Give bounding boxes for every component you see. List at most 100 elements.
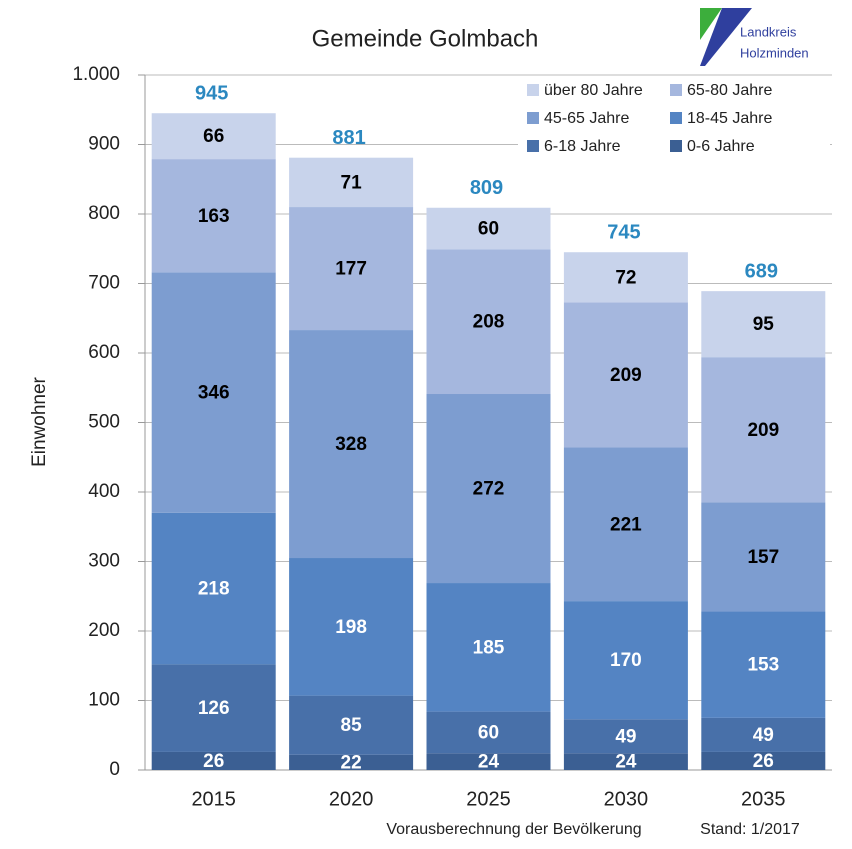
- legend-label: 0-6 Jahre: [687, 138, 755, 155]
- legend-swatch: [527, 84, 539, 96]
- bar-segment: [701, 291, 826, 358]
- data-label: 24: [615, 752, 637, 773]
- bar-segment: [563, 447, 688, 602]
- y-tick-label: 500: [88, 412, 120, 433]
- bar-segment: [289, 695, 414, 755]
- legend-label: 6-18 Jahre: [544, 138, 621, 155]
- total-label: 945: [195, 83, 228, 105]
- bar-segment: [289, 754, 414, 770]
- data-label: 209: [747, 420, 779, 441]
- bar-segment: [701, 502, 826, 612]
- data-label: 328: [335, 434, 367, 455]
- bar-segment: [701, 717, 826, 752]
- data-label: 209: [610, 365, 642, 386]
- legend-label: über 80 Jahre: [544, 82, 643, 99]
- y-tick-label: 700: [88, 273, 120, 294]
- bar-segment: [701, 751, 826, 770]
- data-label: 72: [615, 267, 636, 288]
- legend-swatch: [670, 84, 682, 96]
- legend: über 80 Jahre 65-80 Jahre 45-65 Jahre 18-45…: [518, 78, 830, 162]
- x-tick-label: 2015: [191, 788, 236, 810]
- legend-label: 18-45 Jahre: [687, 110, 772, 127]
- y-tick-label: 600: [88, 342, 120, 363]
- y-tick-label: 800: [88, 203, 120, 224]
- data-label: 60: [478, 722, 499, 743]
- bar-segment: [563, 302, 688, 448]
- legend-swatch: [670, 112, 682, 124]
- chart-title: Gemeinde Golmbach: [312, 25, 539, 52]
- data-label: 218: [198, 579, 230, 600]
- data-label: 170: [610, 650, 642, 671]
- bar-segment: [151, 512, 276, 665]
- data-label: 26: [753, 751, 774, 772]
- legend-swatch: [527, 112, 539, 124]
- data-label: 221: [610, 514, 642, 535]
- logo-text: Holzminden: [740, 45, 809, 60]
- data-label: 272: [473, 479, 505, 500]
- logo-green: [700, 8, 722, 40]
- logo-text: Landkreis: [740, 24, 797, 39]
- logo: Landkreis Holzminden: [700, 8, 809, 66]
- x-tick-label: 2025: [466, 788, 511, 810]
- bar-segment: [701, 357, 826, 503]
- y-axis-label: Einwohner: [29, 376, 50, 466]
- data-label: 85: [341, 715, 363, 736]
- bar-segment: [701, 611, 826, 718]
- bar-segment: [426, 394, 551, 584]
- data-label: 126: [198, 698, 230, 719]
- bar-segment: [563, 601, 688, 720]
- data-label: 24: [478, 752, 500, 773]
- data-label: 49: [615, 726, 636, 747]
- data-label: 22: [341, 752, 362, 773]
- bar-segment: [426, 249, 551, 395]
- legend-label: 45-65 Jahre: [544, 110, 629, 127]
- legend-swatch: [670, 140, 682, 152]
- data-label: 153: [747, 655, 779, 676]
- data-label: 71: [341, 172, 363, 193]
- bar-segment: [563, 753, 688, 770]
- bar-segment: [289, 207, 414, 331]
- y-tick-label: 900: [88, 134, 120, 155]
- total-label: 881: [332, 127, 365, 149]
- bar-segment: [426, 711, 551, 754]
- bar-segment: [426, 207, 551, 250]
- y-tick-label: 300: [88, 551, 120, 572]
- data-label: 185: [473, 637, 505, 658]
- data-label: 60: [478, 219, 499, 240]
- footer-date: Stand: 1/2017: [700, 821, 800, 838]
- footer: Vorausberechnung der Bevölkerung: [386, 821, 641, 838]
- y-tick-label: 0: [109, 759, 120, 780]
- x-tick-label: 2020: [329, 788, 374, 810]
- bar-segment: [151, 159, 276, 273]
- total-label: 809: [470, 177, 503, 199]
- logo-blue: [700, 8, 752, 66]
- data-label: 208: [473, 312, 505, 333]
- legend-swatch: [527, 140, 539, 152]
- bar-segment: [151, 664, 276, 752]
- bar-segment: [151, 272, 276, 513]
- data-label: 66: [203, 126, 224, 147]
- total-label: 689: [745, 260, 778, 282]
- bar-segment: [289, 330, 414, 559]
- bar-segment: [289, 157, 414, 208]
- y-tick-label: 400: [88, 481, 120, 502]
- x-tick-label: 2030: [604, 788, 649, 810]
- y-tick-label: 100: [88, 690, 120, 711]
- bar-segment: [151, 751, 276, 770]
- bar-segment: [563, 719, 688, 754]
- x-tick-label: 2035: [741, 788, 786, 810]
- legend-label: 65-80 Jahre: [687, 82, 772, 99]
- data-label: 163: [198, 206, 230, 227]
- bar-segment: [289, 558, 414, 696]
- data-label: 26: [203, 751, 224, 772]
- bar-segment: [151, 113, 276, 160]
- data-label: 49: [753, 725, 774, 746]
- total-label: 745: [607, 222, 640, 244]
- y-tick-label: 200: [88, 620, 120, 641]
- data-label: 198: [335, 617, 367, 638]
- data-label: 177: [335, 259, 367, 280]
- bar-segment: [426, 583, 551, 712]
- data-label: 346: [198, 383, 230, 404]
- data-label: 95: [753, 314, 775, 335]
